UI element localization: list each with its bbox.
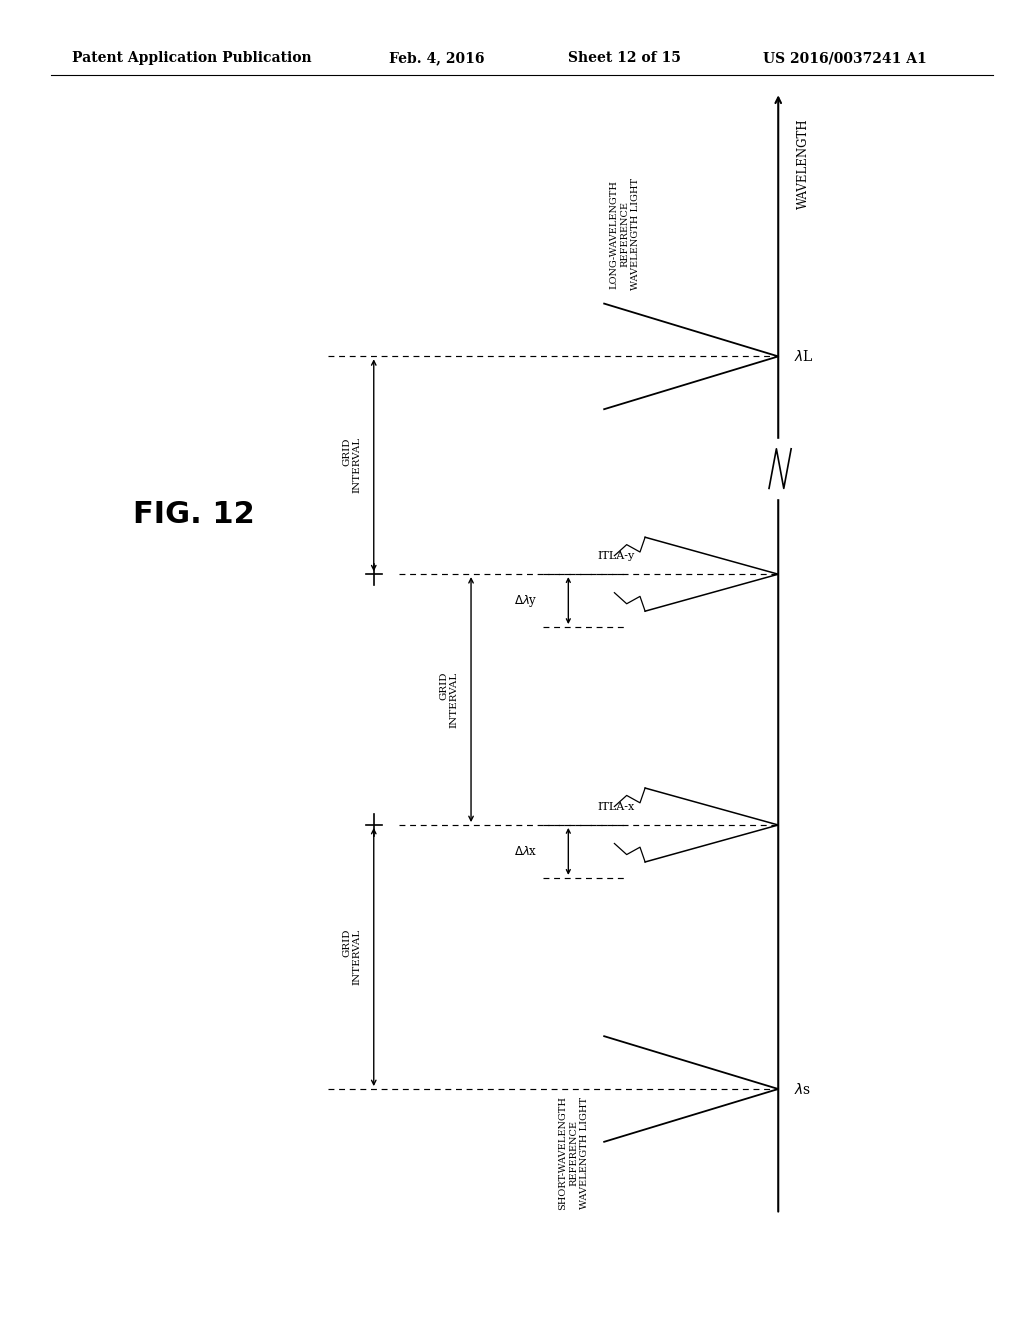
Text: $\Delta\lambda$y: $\Delta\lambda$y (514, 593, 538, 609)
Text: ITLA-x: ITLA-x (598, 801, 635, 812)
Text: $\Delta\lambda$x: $\Delta\lambda$x (514, 845, 538, 858)
Text: GRID
INTERVAL: GRID INTERVAL (342, 929, 361, 985)
Text: GRID
INTERVAL: GRID INTERVAL (439, 672, 459, 727)
Text: LONG-WAVELENGTH
REFERENCE
WAVELENGTH LIGHT: LONG-WAVELENGTH REFERENCE WAVELENGTH LIG… (609, 178, 640, 290)
Text: SHORT-WAVELENGTH
REFERENCE
WAVELENGTH LIGHT: SHORT-WAVELENGTH REFERENCE WAVELENGTH LI… (558, 1096, 589, 1209)
Text: ITLA-y: ITLA-y (598, 550, 635, 561)
Text: Feb. 4, 2016: Feb. 4, 2016 (389, 51, 484, 65)
Text: $\lambda$s: $\lambda$s (794, 1081, 811, 1097)
Text: WAVELENGTH: WAVELENGTH (798, 119, 810, 210)
Text: GRID
INTERVAL: GRID INTERVAL (342, 437, 361, 494)
Text: $\lambda$L: $\lambda$L (794, 348, 813, 364)
Text: US 2016/0037241 A1: US 2016/0037241 A1 (763, 51, 927, 65)
Text: Patent Application Publication: Patent Application Publication (72, 51, 311, 65)
Text: FIG. 12: FIG. 12 (133, 500, 255, 529)
Text: Sheet 12 of 15: Sheet 12 of 15 (568, 51, 681, 65)
